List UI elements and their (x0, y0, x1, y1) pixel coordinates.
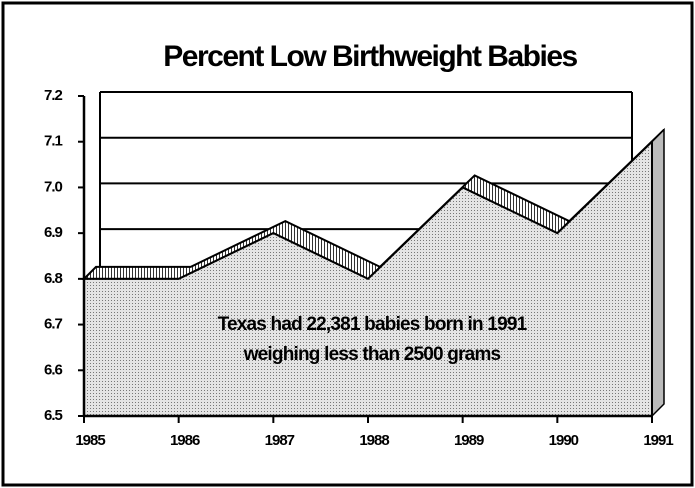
y-tick-label: 6.8 (44, 270, 63, 287)
y-tick-label: 6.6 (44, 361, 63, 378)
x-tick-label: 1985 (75, 432, 105, 449)
annotation: Texas had 22,381 babies born in 1991 (218, 314, 528, 335)
x-tick-label: 1987 (265, 432, 295, 449)
y-tick-label: 6.5 (44, 407, 63, 424)
x-tick-label: 1990 (549, 432, 579, 449)
y-tick-label: 6.9 (44, 224, 63, 241)
y-tick-label: 7.1 (44, 133, 63, 150)
y-tick-label: 7.0 (44, 178, 63, 195)
y-tick-label: 7.2 (44, 87, 63, 104)
area-side (651, 127, 665, 418)
x-tick-label: 1989 (454, 432, 484, 449)
y-tick-label: 6.7 (44, 316, 63, 333)
annotation: weighing less than 2500 grams (243, 344, 501, 365)
area (83, 139, 653, 417)
plot: 6.5 6.6 6.7 6.8 6.9 7.0 7.1 7.2 1985 1986 1987 1988… (44, 87, 674, 449)
x-tick-label: 1988 (359, 432, 389, 449)
chart-title: Percent Low Birthweight Babies (163, 40, 577, 73)
x-tick-label: 1991 (643, 432, 673, 449)
x-tick-label: 1986 (170, 432, 200, 449)
